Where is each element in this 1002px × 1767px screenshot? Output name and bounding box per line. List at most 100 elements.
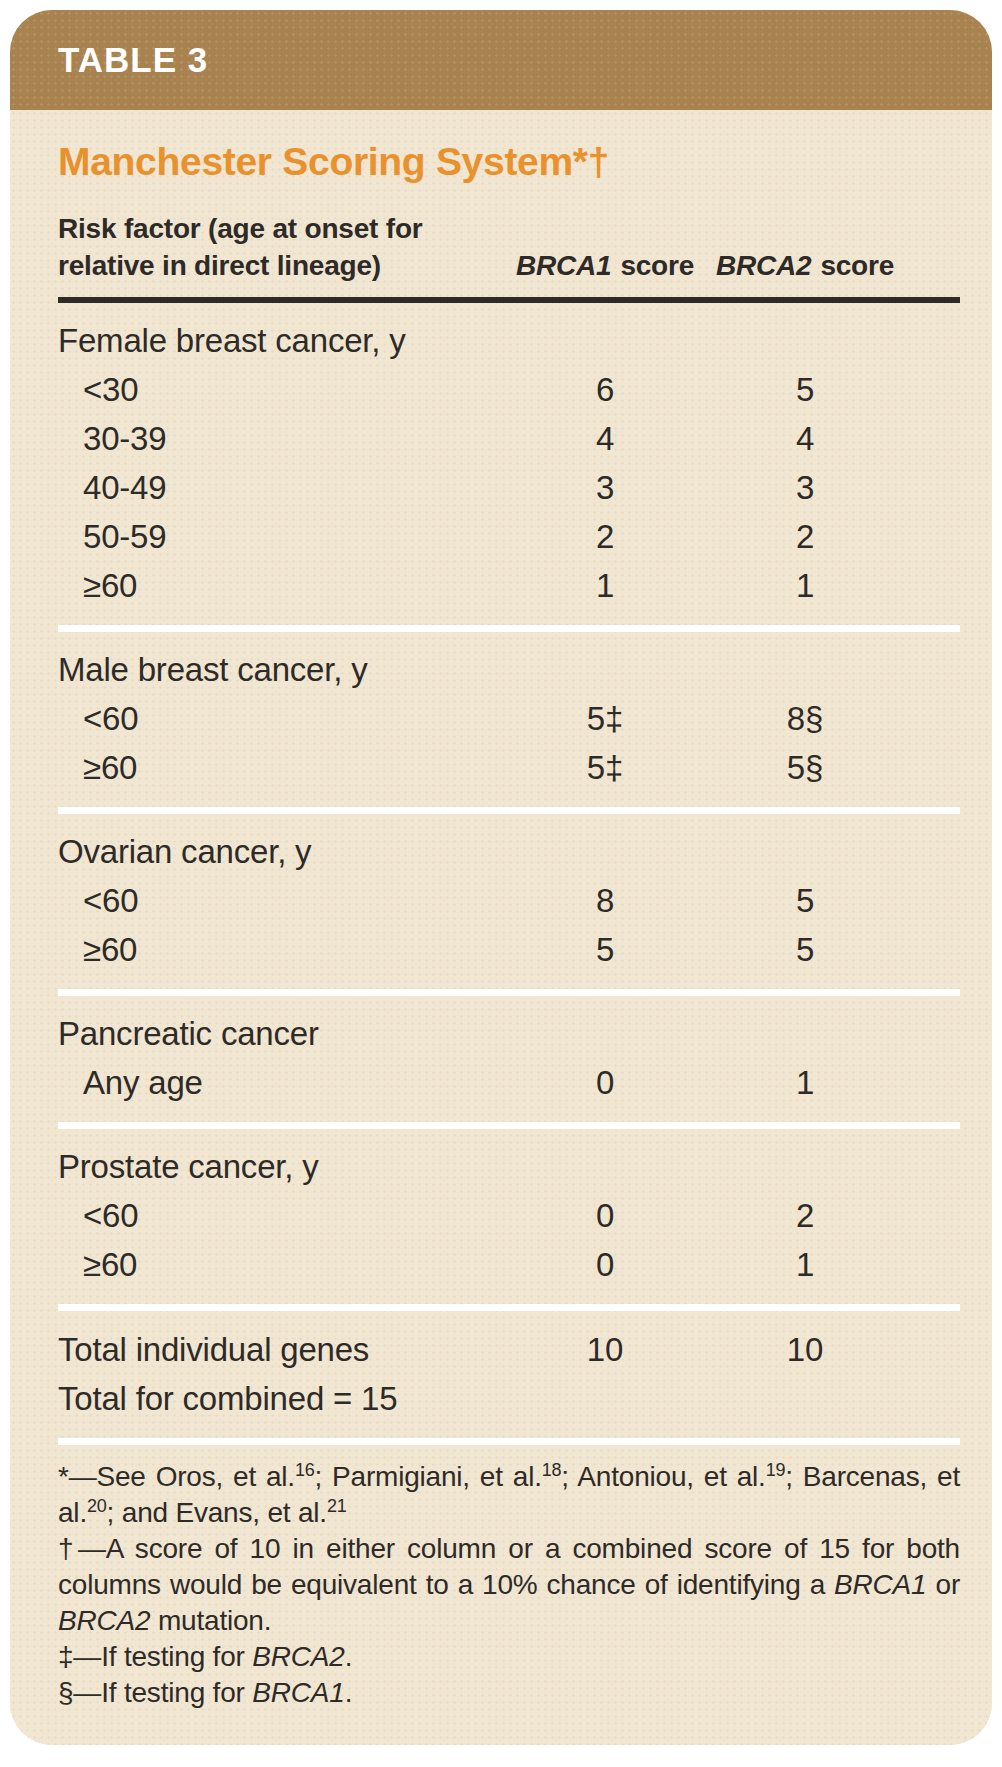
table-row: <605‡8§ [58,694,960,743]
reference-superscript: 21 [327,1496,347,1516]
row-spacer [905,414,960,463]
footnote-text: ; Parmigiani, et al. [315,1461,542,1492]
brca2-score-cell: 1 [705,1240,905,1289]
reference-superscript: 19 [766,1460,786,1480]
footnote: ‡—If testing for BRCA2. [58,1639,960,1675]
row-spacer [905,1240,960,1289]
reference-superscript: 16 [295,1460,315,1480]
risk-factor-cell: ≥60 [58,925,505,974]
row-spacer [905,925,960,974]
brca1-gene-label: BRCA1 [516,250,611,281]
brca1-score-cell: 8 [505,876,705,925]
footnote-text: . [345,1677,353,1708]
brca1-score-cell: 3 [505,463,705,512]
brca2-score-cell: 3 [705,463,905,512]
brca1-score-cell: 0 [505,1240,705,1289]
brca2-score-cell: 5§ [705,743,905,792]
table-row: ≥605‡5§ [58,743,960,792]
brca1-score-cell: 5‡ [505,694,705,743]
footnote-text: †—A score of 10 in either column or a co… [58,1533,960,1600]
row-spacer [905,694,960,743]
table-row: <6002 [58,1191,960,1240]
risk-factor-cell: <30 [58,365,505,414]
row-spacer [905,463,960,512]
brca2-gene-label: BRCA2 [716,250,811,281]
section-divider [58,989,960,996]
row-spacer [905,876,960,925]
section-divider [58,1304,960,1311]
table-row: Any age01 [58,1058,960,1107]
brca1-score-cell: 10 [505,1325,705,1374]
gene-name: BRCA1 [834,1569,926,1600]
row-spacer [905,561,960,610]
column-headers: Risk factor (age at onset for relative i… [58,210,960,284]
row-spacer [905,743,960,792]
gene-name: BRCA2 [252,1641,344,1672]
brca2-score-cell: 1 [705,561,905,610]
row-spacer [905,365,960,414]
table-row: ≥6011 [58,561,960,610]
brca2-score-cell: 5 [705,876,905,925]
brca1-score-cell: 6 [505,365,705,414]
table-row: Total individual genes1010 [58,1325,960,1374]
brca2-score-cell: 5 [705,365,905,414]
risk-factor-cell: Any age [58,1058,505,1107]
brca1-score-cell: 4 [505,414,705,463]
footnote-text: *—See Oros, et al. [58,1461,295,1492]
table-row: 40-4933 [58,463,960,512]
footnote: †—A score of 10 in either column or a co… [58,1531,960,1639]
footnote: §—If testing for BRCA1. [58,1675,960,1711]
table-rows: Female breast cancer, y<306530-394440-49… [58,317,960,1445]
footnote-text: mutation. [150,1605,271,1636]
column-header-risk-factor: Risk factor (age at onset for relative i… [58,210,505,284]
column-header-brca1-score: BRCA1 score [505,247,705,284]
footnotes: *—See Oros, et al.16; Parmigiani, et al.… [58,1459,960,1711]
table-row: ≥6001 [58,1240,960,1289]
footnote-text: . [345,1641,353,1672]
footnote-text: ; Antoniou, et al. [561,1461,765,1492]
section-divider [58,1438,960,1445]
header-rule [58,297,960,303]
row-spacer [905,512,960,561]
gene-name: BRCA1 [252,1677,344,1708]
section-header: Female breast cancer, y [58,317,960,365]
footnote-text: or [926,1569,960,1600]
table-header-bar: TABLE 3 [10,10,992,110]
table-title: Manchester Scoring System*† [58,140,960,184]
table-row: 30-3944 [58,414,960,463]
table-row: 50-5922 [58,512,960,561]
risk-factor-cell: 40-49 [58,463,505,512]
risk-factor-header-line2: relative in direct lineage) [58,247,505,284]
brca1-score-cell: 2 [505,512,705,561]
risk-factor-cell: 50-59 [58,512,505,561]
brca2-score-cell: 1 [705,1058,905,1107]
risk-factor-cell: ≥60 [58,743,505,792]
brca1-score-cell: 5‡ [505,743,705,792]
risk-factor-cell: Total individual genes [58,1325,505,1374]
gene-name: BRCA2 [58,1605,150,1636]
combined-total-label: Total for combined = 15 [58,1374,960,1423]
brca1-score-word: score [620,250,694,281]
risk-factor-cell: ≥60 [58,1240,505,1289]
brca2-score-word: score [820,250,894,281]
risk-factor-cell: 30-39 [58,414,505,463]
section-header: Male breast cancer, y [58,646,960,694]
footnote-text: ‡—If testing for [58,1641,252,1672]
risk-factor-cell: ≥60 [58,561,505,610]
section-header: Pancreatic cancer [58,1010,960,1058]
footnote-text: §—If testing for [58,1677,252,1708]
footnote: *—See Oros, et al.16; Parmigiani, et al.… [58,1459,960,1531]
risk-factor-cell: <60 [58,1191,505,1240]
risk-factor-cell: <60 [58,694,505,743]
brca1-score-cell: 1 [505,561,705,610]
risk-factor-header-line1: Risk factor (age at onset for [58,210,505,247]
page: { "header": { "tag": "TABLE 3" }, "title… [0,0,1002,1767]
table-row: <3065 [58,365,960,414]
section-divider [58,1122,960,1129]
brca2-score-cell: 10 [705,1325,905,1374]
brca1-score-cell: 0 [505,1058,705,1107]
row-spacer [905,1325,960,1374]
column-header-brca2-score: BRCA2 score [705,247,905,284]
table-body-panel: Manchester Scoring System*† Risk factor … [10,110,992,1745]
brca1-score-cell: 5 [505,925,705,974]
